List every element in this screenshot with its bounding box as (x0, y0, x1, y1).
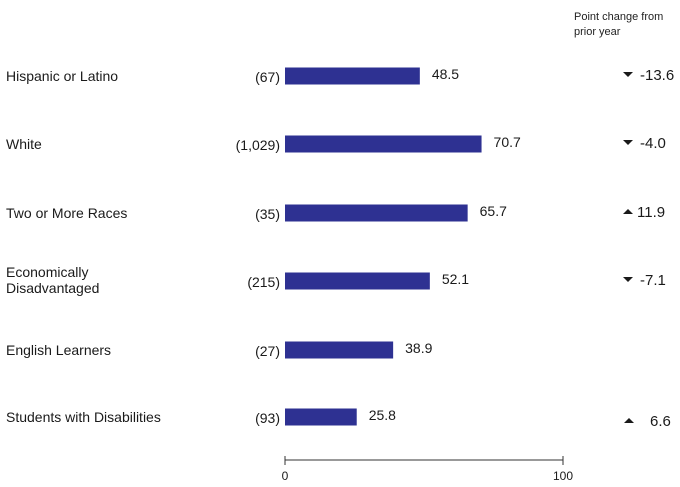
category-label: White (6, 136, 42, 152)
category-label: Hispanic or Latino (6, 68, 118, 84)
change-label: -7.1 (640, 272, 666, 289)
category-label: English Learners (6, 342, 111, 358)
bar (285, 204, 468, 222)
count-label: (1,029) (236, 137, 280, 153)
value-label: 38.9 (405, 340, 432, 356)
change-column-header: Point change from prior year (574, 11, 664, 38)
down-arrow-icon (623, 277, 633, 282)
category-label: Students with Disabilities (6, 409, 161, 425)
change-label: -4.0 (640, 135, 666, 152)
up-arrow-icon (624, 418, 634, 423)
bar (285, 341, 394, 359)
x-tick-label: 0 (282, 469, 289, 483)
change-label: 11.9 (637, 204, 665, 221)
count-label: (93) (255, 410, 280, 426)
category-label: Economically Disadvantaged (6, 264, 99, 296)
count-label: (67) (255, 69, 280, 85)
bar (285, 67, 420, 85)
count-label: (27) (255, 343, 280, 359)
value-label: 48.5 (432, 66, 459, 82)
category-label: Two or More Races (6, 205, 127, 221)
value-label: 25.8 (369, 407, 396, 423)
change-label: -13.6 (640, 67, 674, 84)
value-label: 52.1 (442, 271, 469, 287)
down-arrow-icon (623, 72, 633, 77)
change-label: 6.6 (650, 413, 671, 430)
x-tick-label: 100 (553, 469, 573, 483)
count-label: (35) (255, 206, 280, 222)
bar (285, 135, 482, 153)
count-label: (215) (247, 274, 280, 290)
value-label: 70.7 (494, 134, 521, 150)
value-label: 65.7 (480, 203, 507, 219)
up-arrow-icon (623, 209, 633, 214)
bar (285, 408, 357, 426)
down-arrow-icon (623, 140, 633, 145)
bar (285, 272, 430, 290)
